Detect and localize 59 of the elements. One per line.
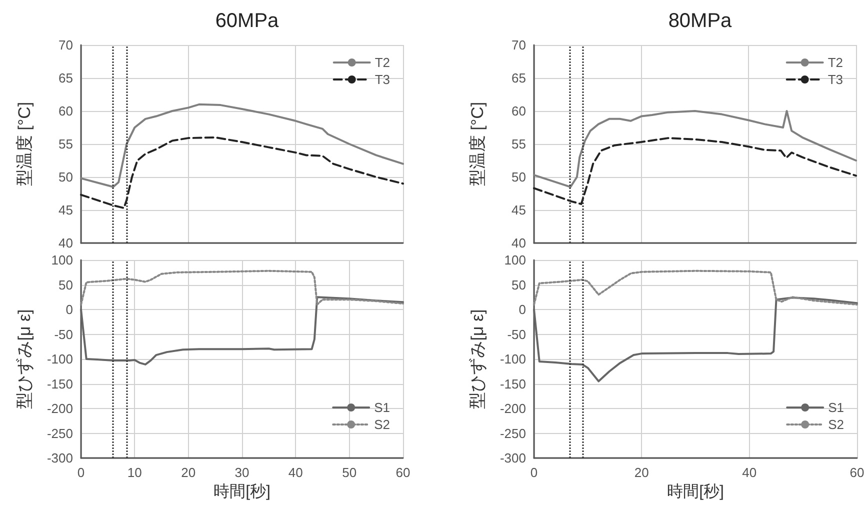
y-tick-label: 100	[504, 252, 526, 268]
x-tick-label: 0	[530, 465, 538, 480]
y-tick-label: -250	[500, 426, 526, 441]
y-tick-label: 50	[512, 277, 526, 292]
x-axis-title: 時間[秒]	[667, 482, 724, 500]
y-axis-title: 型ひずみ[μ ε]	[15, 309, 34, 409]
legend-label: S2	[828, 417, 844, 432]
y-tick-label: -200	[46, 401, 73, 416]
y-tick-label: 40	[58, 236, 73, 250]
y-tick-label: -50	[54, 326, 73, 342]
y-tick-label: 55	[58, 136, 73, 152]
x-tick-label: 10	[127, 465, 142, 480]
legend-label: T3	[828, 72, 843, 87]
legend-label: S1	[828, 400, 844, 415]
y-tick-label: -150	[46, 376, 73, 392]
y-tick-label: -100	[46, 352, 73, 366]
y-tick-label: 60	[58, 104, 73, 118]
y-tick-label: 55	[512, 136, 526, 152]
x-tick-label: 50	[342, 465, 357, 480]
y-tick-label: 0	[518, 302, 526, 317]
y-tick-label: 0	[66, 302, 73, 317]
chart-title: 80MPa	[668, 10, 733, 32]
legend-label: S1	[374, 400, 390, 415]
y-tick-label: 45	[58, 202, 73, 218]
y-tick-label: 40	[512, 236, 526, 250]
y-tick-label: 65	[512, 70, 526, 86]
y-tick-label: 70	[512, 38, 526, 52]
y-axis-title: 型温度 [°C]	[15, 102, 34, 186]
y-tick-label: 50	[58, 170, 73, 184]
x-tick-label: 20	[181, 465, 196, 480]
x-axis-title: 時間[秒]	[214, 482, 270, 500]
x-tick-label: 60	[850, 465, 864, 480]
legend-label: T2	[374, 55, 390, 70]
y-tick-label: -250	[46, 426, 73, 441]
y-tick-label: 65	[58, 70, 73, 86]
x-tick-label: 30	[234, 465, 250, 480]
y-tick-label: -200	[500, 401, 526, 416]
y-tick-label: -300	[500, 450, 526, 466]
y-tick-label: 100	[51, 252, 73, 268]
y-tick-label: 50	[58, 277, 73, 292]
y-tick-label: -150	[500, 376, 526, 392]
x-tick-label: 60	[396, 465, 410, 480]
legend-label: S2	[374, 417, 390, 432]
x-tick-label: 0	[77, 465, 85, 480]
legend-label: T2	[828, 55, 843, 70]
chart-title: 60MPa	[215, 10, 280, 32]
y-tick-label: 45	[512, 202, 526, 218]
legend-label: T3	[374, 72, 390, 87]
y-tick-label: 60	[512, 104, 526, 118]
x-tick-label: 40	[742, 465, 757, 480]
y-tick-label: 50	[512, 170, 526, 184]
x-tick-label: 40	[288, 465, 303, 480]
x-tick-label: 20	[634, 465, 649, 480]
y-axis-title: 型ひずみ[μ ε]	[468, 309, 487, 409]
y-tick-label: 70	[58, 38, 73, 52]
y-tick-label: -50	[507, 326, 526, 342]
y-tick-label: -100	[500, 352, 526, 366]
y-axis-title: 型温度 [°C]	[468, 102, 487, 186]
y-tick-label: -300	[46, 450, 73, 466]
